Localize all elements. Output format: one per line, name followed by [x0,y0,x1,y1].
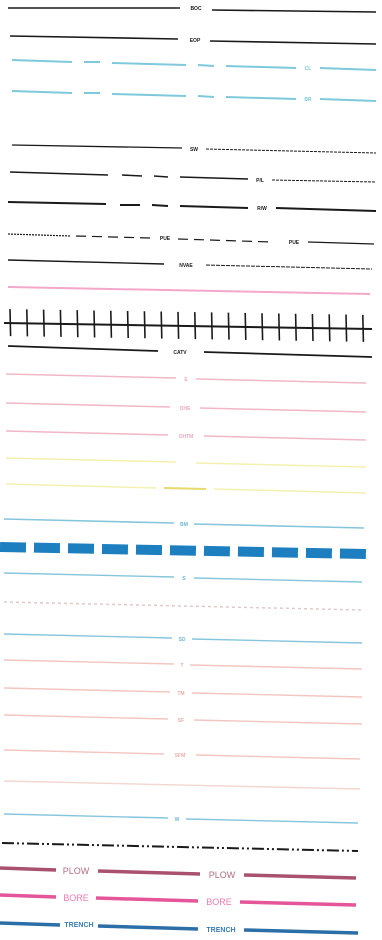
legend-row-br: BR [11,90,377,103]
railroad-tick [194,312,197,340]
legend-row-railroad [3,309,373,342]
label-rw: R/W [257,206,267,212]
label-pue-1: PUE [160,236,171,242]
legend-row-pue: PUE PUE [7,233,375,246]
label-br: BR [304,97,312,103]
railroad-tick [311,314,314,342]
legend-row-rw: R/W [7,201,377,212]
label-bm: BM [180,522,188,528]
legend-row-s: S [3,572,363,583]
legend-row-faint-line [3,780,361,790]
railroad-tick [59,309,62,337]
legend-row-tm: TM [3,687,363,698]
legend-row-dash-dot [1,842,359,852]
railroad-tick [345,314,348,342]
railroad-tick [227,312,230,340]
legend-row-eop: EOP [9,35,377,45]
label-bore-2: BORE [206,897,232,907]
label-w: W [175,817,180,823]
label-sd: SD [179,637,186,643]
railroad-tick [93,310,96,338]
railroad-tick [328,314,331,342]
legend-row-plow: PLOW PLOW [0,866,357,880]
label-pue-2: PUE [289,240,300,246]
label-sw: SW [190,147,198,153]
legend-row-nvae: NVAE [7,259,373,270]
label-e: E [184,377,188,383]
label-cl: CL [305,66,312,72]
label-tm: TM [177,691,184,697]
legend-row-sw: SW [11,144,377,154]
legend-row-ohtm: OHTM [5,430,367,441]
label-t: T [180,663,183,669]
railroad-tick [210,312,213,340]
label-ohe: OHE [180,406,192,412]
label-plow-1: PLOW [63,866,90,876]
label-ohtm: OHTM [179,434,194,440]
label-plow-2: PLOW [209,870,236,880]
legend-row-cl: CL [11,59,377,72]
label-s: S [182,576,186,582]
railroad-tick [294,313,297,341]
label-nvae: NVAE [179,263,193,269]
label-sfm: SFM [175,753,186,759]
railroad-tick [42,309,45,337]
legend-row-blue-thick [0,542,367,559]
railroad-tick [160,311,163,339]
legend-row-bore: BORE BORE [0,893,357,907]
label-boc: BOC [190,6,202,12]
label-eop: EOP [190,38,201,44]
legend-row-sfm: SFM [3,749,361,760]
railroad-tick [177,311,180,339]
legend-row-pink-line [7,286,371,295]
legend-row-catv: CATV [7,345,373,358]
label-trench-2: TRENCH [206,927,235,934]
railroad-tick [26,309,29,337]
label-catv: CATV [173,350,187,356]
railroad-tick [76,310,79,338]
railroad-tick [143,311,146,339]
legend-row-t: T [3,659,363,670]
legend-row-pl: P/L [9,171,377,184]
legend-row-sf: SF [3,714,363,725]
legend-row-dotted-faint [3,601,363,611]
label-sf: SF [178,718,184,724]
railroad-tick [126,310,129,339]
label-trench-1: TRENCH [64,922,93,929]
label-bore-1: BORE [63,893,89,903]
railroad-tick [244,312,247,340]
legend-row-trench: TRENCH TRENCH [0,921,359,935]
legend-row-sd: SD [3,633,363,644]
legend-row-boc: BOC [8,6,377,13]
legend-row-w: W [3,813,359,824]
legend-row-e: E [5,373,367,384]
legend-row-yellow-short [5,457,367,468]
legend-row-ohe: OHE [5,402,367,413]
label-pl: P/L [256,178,264,184]
railroad-tick [9,309,12,337]
railroad-tick [362,314,365,342]
railroad-tick [110,310,113,338]
legend-row-yellow-label [5,483,367,494]
railroad-tick [278,313,281,341]
legend-row-bm: BM [3,518,365,529]
railroad-tick [261,313,264,341]
